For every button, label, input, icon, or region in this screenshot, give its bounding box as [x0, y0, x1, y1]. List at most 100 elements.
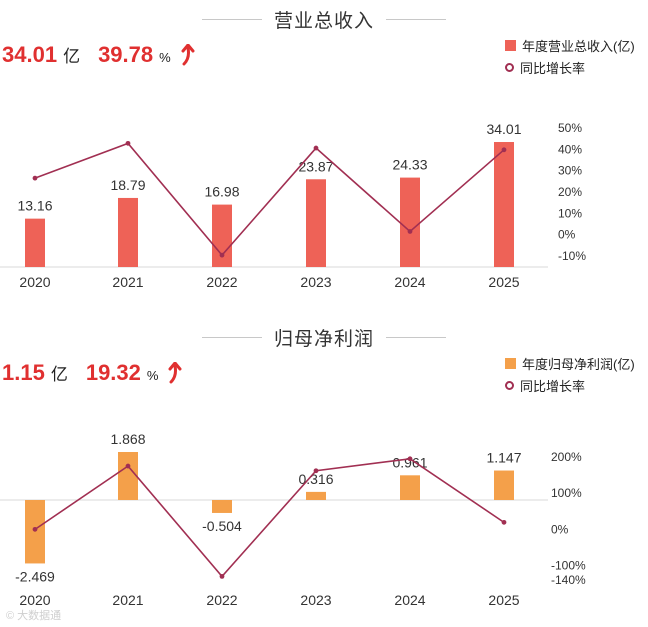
profit-panel: 归母净利润 1.15 亿 19.32 % 年度归母净利润(亿) 同比增长率 -2… [0, 318, 648, 627]
revenue-latest-unit: 亿 [63, 47, 81, 66]
profit-growth-value: 19.32 [85, 360, 141, 385]
profit-chart-title: 归母净利润 [273, 328, 374, 350]
bar-2020 [25, 218, 45, 267]
growth-point-2020 [32, 526, 38, 532]
x-axis-tick-label-2021: 2021 [112, 274, 143, 290]
revenue-growth-value: 39.78 [98, 42, 154, 67]
growth-point-2023 [313, 145, 319, 151]
x-axis-tick-label-2025: 2025 [488, 592, 519, 608]
bar-2021 [118, 197, 138, 267]
x-axis-tick-label-2020: 2020 [19, 592, 50, 608]
x-axis-tick-label-2022: 2022 [206, 592, 237, 608]
profit-latest-value: 1.15 [2, 360, 45, 385]
x-axis-tick-label-2023: 2023 [300, 592, 331, 608]
bar-value-label-2025: 34.01 [486, 121, 521, 137]
revenue-chart: 13.16 18.79 16.98 23.87 24.33 34.01 50% 40% 30% 2… [0, 121, 586, 290]
growth-rate-line [34, 457, 505, 578]
right-axis-tick-label: 100% [551, 486, 582, 500]
right-axis-tick-label: -10% [558, 249, 586, 263]
bar-2024 [400, 475, 420, 500]
revenue-headline: 34.01 亿 39.78 % [2, 40, 195, 68]
legend-line-marker [505, 380, 514, 390]
bar-value-label-2022: 16.98 [204, 184, 239, 200]
growth-rate-line [34, 142, 505, 257]
revenue-growth-unit: % [159, 50, 171, 65]
x-axis-tick-label-2025: 2025 [488, 274, 519, 290]
right-axis-tick-label: 0% [551, 522, 569, 536]
legend-bar-swatch [505, 39, 516, 51]
right-axis-tick-label: -140% [551, 573, 586, 587]
right-axis-tick-label: 20% [558, 185, 582, 199]
bar-value-label-2022: -0.504 [202, 518, 242, 534]
bar-2022 [212, 500, 232, 513]
bar-value-label-2025: 1.147 [486, 450, 521, 466]
title-divider-right [386, 336, 446, 338]
profit-growth-unit: % [146, 368, 159, 383]
x-axis-tick-label-2024: 2024 [394, 592, 425, 608]
trend-up-arrow-icon [168, 362, 182, 384]
watermark: © 大数据通 [6, 610, 62, 622]
growth-point-2023 [313, 468, 319, 474]
profit-latest-unit: 亿 [50, 365, 68, 384]
bar-value-label-2024: 24.33 [392, 157, 427, 173]
profit-title-wrap: 归母净利润 [0, 324, 648, 350]
growth-point-2025 [501, 147, 507, 153]
bar-2023 [306, 491, 326, 500]
right-axis-tick-label: 10% [558, 206, 582, 220]
x-axis-tick-label-2020: 2020 [19, 274, 50, 290]
profit-chart: -2.469 1.868 -0.504 0.316 0.961 1.147 200% 100%… [0, 431, 586, 608]
growth-point-2024 [407, 456, 413, 462]
profit-legend: 年度归母净利润(亿) 同比增长率 [505, 352, 635, 396]
bar-2024 [400, 177, 420, 267]
growth-point-2021 [125, 463, 131, 469]
bar-value-label-2023: 23.87 [298, 158, 333, 174]
revenue-panel: 营业总收入 34.01 亿 39.78 % 年度营业总收入(亿) 同比增长率 1… [0, 0, 648, 310]
revenue-chart-title: 营业总收入 [273, 10, 374, 32]
bar-2025 [494, 142, 514, 267]
title-divider-left [201, 18, 262, 20]
trend-up-arrow-icon [181, 44, 195, 66]
growth-point-2021 [125, 140, 131, 146]
revenue-title-wrap: 营业总收入 [0, 6, 648, 32]
legend-bar-swatch [505, 357, 516, 369]
bar-2023 [306, 179, 326, 267]
bar-value-label-2021: 1.868 [110, 431, 145, 447]
legend-item-revenue-growth: 同比增长率 [505, 56, 635, 78]
right-axis-tick-label: 40% [558, 142, 582, 156]
legend-item-profit-growth: 同比增长率 [505, 374, 635, 396]
growth-point-2020 [32, 175, 38, 181]
right-axis-tick-label: 50% [558, 121, 582, 135]
bar-value-label-2020: -2.469 [15, 568, 55, 584]
x-axis-tick-label-2022: 2022 [206, 274, 237, 290]
legend-item-revenue-bar: 年度营业总收入(亿) [505, 34, 635, 56]
bar-value-label-2020: 13.16 [17, 198, 52, 214]
revenue-latest-value: 34.01 [2, 42, 58, 67]
bar-value-label-2024: 0.961 [392, 454, 427, 470]
growth-point-2022 [219, 252, 225, 258]
legend-label: 年度营业总收入(亿) [522, 38, 635, 54]
legend-label: 同比增长率 [520, 60, 586, 76]
right-axis-tick-label: 200% [551, 450, 582, 464]
right-axis-tick-label: 30% [558, 164, 582, 178]
revenue-legend: 年度营业总收入(亿) 同比增长率 [505, 34, 635, 78]
title-divider-left [201, 336, 262, 338]
legend-line-marker [505, 62, 514, 72]
title-divider-right [386, 18, 446, 20]
growth-point-2025 [501, 519, 507, 525]
x-axis-tick-label-2021: 2021 [112, 592, 143, 608]
bar-2021 [118, 452, 138, 500]
x-axis-tick-label-2024: 2024 [394, 274, 425, 290]
right-axis-tick-label: -100% [551, 559, 586, 573]
right-axis-tick-label: 0% [558, 228, 576, 242]
growth-point-2022 [219, 573, 225, 579]
bar-2022 [212, 204, 232, 267]
bar-value-label-2021: 18.79 [110, 177, 145, 193]
legend-item-profit-bar: 年度归母净利润(亿) [505, 352, 635, 374]
bar-value-label-2023: 0.316 [298, 471, 333, 487]
bar-2025 [494, 470, 514, 500]
profit-headline: 1.15 亿 19.32 % [2, 358, 182, 386]
growth-point-2024 [407, 229, 413, 234]
x-axis-tick-label-2023: 2023 [300, 274, 331, 290]
legend-label: 年度归母净利润(亿) [522, 356, 635, 372]
legend-label: 同比增长率 [520, 378, 586, 394]
